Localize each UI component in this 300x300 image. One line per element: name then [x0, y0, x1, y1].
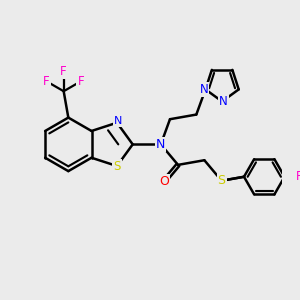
- Text: N: N: [200, 83, 208, 96]
- Text: N: N: [219, 95, 228, 108]
- Text: F: F: [77, 75, 84, 88]
- Text: N: N: [156, 138, 166, 151]
- Text: S: S: [113, 160, 121, 172]
- Text: F: F: [43, 75, 50, 88]
- Text: O: O: [160, 175, 170, 188]
- Text: F: F: [296, 170, 300, 183]
- Text: N: N: [114, 116, 123, 126]
- Text: S: S: [218, 174, 226, 187]
- Text: F: F: [60, 65, 67, 78]
